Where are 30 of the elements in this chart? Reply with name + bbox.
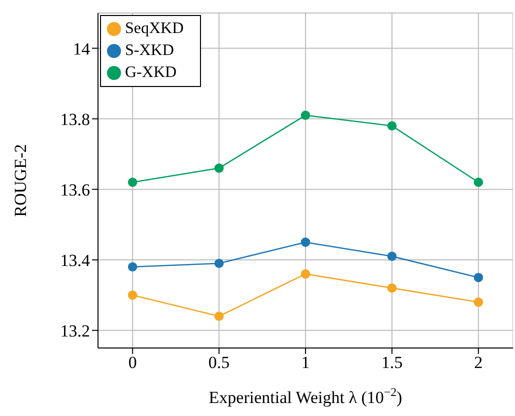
legend-label: SeqXKD bbox=[125, 20, 184, 37]
x-tick-label: 2 bbox=[474, 353, 483, 372]
legend-label: G-XKD bbox=[125, 64, 177, 81]
x-tick-label: 1.5 bbox=[381, 353, 403, 372]
x-tick-label: 0 bbox=[128, 353, 137, 372]
point bbox=[387, 283, 397, 293]
legend-label: S-XKD bbox=[125, 42, 174, 59]
y-axis-title: ROUGE-2 bbox=[11, 144, 30, 217]
x-tick-label: 0.5 bbox=[208, 353, 230, 372]
point bbox=[387, 121, 397, 130]
point bbox=[214, 312, 224, 321]
x-axis-title: Experiential Weight λ (10$^{−2}$) bbox=[208, 385, 402, 407]
point bbox=[128, 290, 138, 300]
point bbox=[474, 298, 484, 307]
point bbox=[387, 252, 397, 261]
y-tick-label: 13.8 bbox=[60, 110, 90, 129]
point bbox=[128, 178, 138, 187]
y-tick-label: 13.2 bbox=[60, 321, 90, 340]
y-tick-label: 13.6 bbox=[60, 180, 90, 200]
point bbox=[474, 272, 484, 282]
y-tick-label: 13.4 bbox=[60, 250, 90, 270]
x-tick-label: 1 bbox=[301, 353, 310, 372]
y-tick-label: 14 bbox=[73, 39, 90, 58]
point bbox=[214, 258, 224, 268]
point bbox=[474, 178, 484, 187]
point bbox=[214, 164, 224, 173]
point bbox=[300, 269, 310, 279]
point bbox=[128, 262, 138, 272]
point bbox=[300, 110, 310, 120]
point bbox=[300, 238, 310, 247]
